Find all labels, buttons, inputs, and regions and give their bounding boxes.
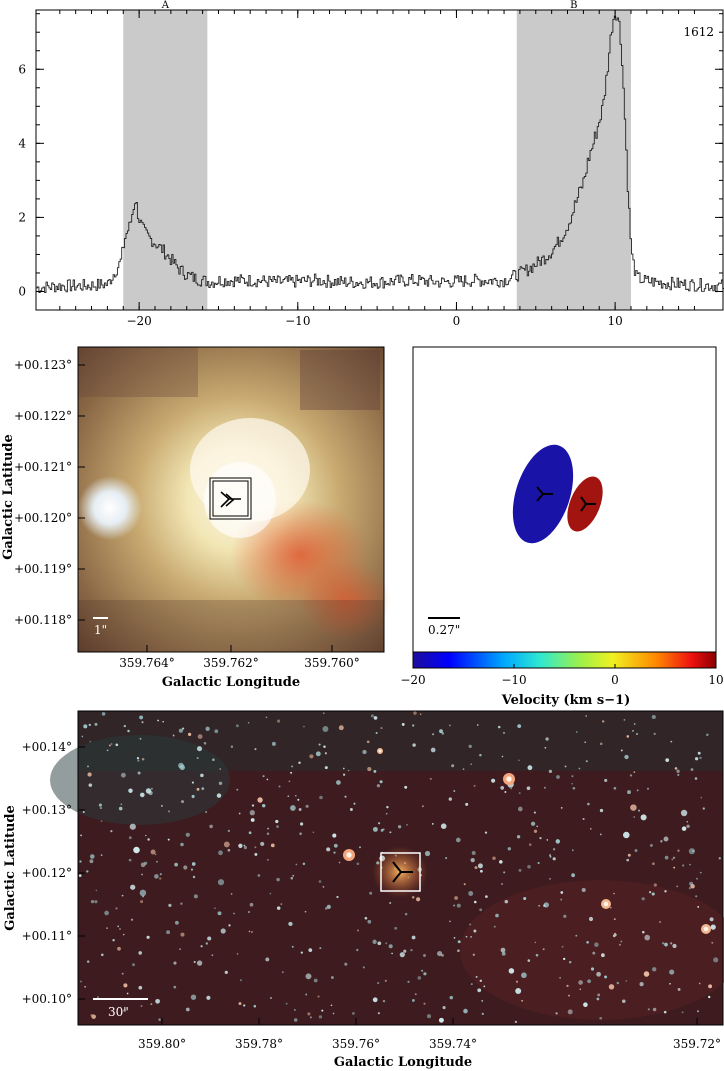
field-stars: [78, 711, 721, 1024]
field-ylabel: Galactic Latitude: [3, 805, 18, 931]
velocity-scale-label: 0.27": [428, 623, 460, 637]
field-xtick-label: 359.76°: [332, 1037, 380, 1051]
field-ytick-label: +00.13°: [22, 803, 72, 817]
spectrum-xtick-label: −20: [126, 314, 151, 328]
zoom-panel: 1" 359.764° 359.762° 359.760° +00.123° +00.1…: [1, 346, 390, 690]
zoom-ytick-label: +00.120°: [14, 511, 72, 525]
spectrum-series-line: [36, 15, 724, 294]
zoom-ytick-label: +00.121°: [14, 460, 72, 474]
zoom-ytick-label: +00.118°: [14, 613, 72, 627]
spectrum-xtick-label: −10: [285, 314, 310, 328]
shaded-region-b: [516, 10, 631, 310]
field-xlabel: Galactic Longitude: [334, 1055, 472, 1070]
zoom-xtick-label: 359.764°: [119, 656, 175, 670]
field-xtick-label: 359.72°: [673, 1037, 721, 1051]
colorbar-tick-label: −10: [501, 673, 526, 687]
zoom-xlabel: Galactic Longitude: [162, 675, 300, 690]
colorbar-tick-label: 0: [611, 673, 619, 687]
zoom-scale-label: 1": [94, 623, 107, 637]
spectrum-xtick-label: 10: [607, 314, 622, 328]
spectrum-ytick-label: 6: [18, 62, 26, 76]
spectrum-ytick-label: 2: [18, 210, 26, 224]
zoom-ytick-label: +00.122°: [14, 409, 72, 423]
velocity-colorbar: [412, 651, 717, 669]
field-xtick-label: 359.78°: [235, 1037, 283, 1051]
zoom-xtick-label: 359.762°: [203, 656, 259, 670]
field-xtick-label: 359.74°: [429, 1037, 477, 1051]
colorbar-label: Velocity (km s−1): [501, 693, 631, 708]
field-xtick-label: 359.80°: [138, 1037, 186, 1051]
region-label: A: [161, 0, 170, 11]
velocity-panel: 0.27" −20 −10 0 10 Velocity (km s−1): [400, 346, 724, 708]
zoom-axes: 359.764° 359.762° 359.760° +00.123° +00.122°…: [14, 358, 360, 670]
maser-marker-icon: [392, 861, 413, 883]
spectrum-label: 1612: [683, 25, 714, 39]
maser-marker-icon: [220, 491, 241, 508]
colorbar-tick-label: 10: [708, 673, 723, 687]
source-box: [209, 477, 252, 520]
zoom-ytick-label: +00.119°: [14, 562, 72, 576]
field-ytick-label: +00.10°: [22, 992, 72, 1006]
field-ytick-label: +00.14°: [22, 740, 72, 754]
zoom-xtick-label: 359.760°: [304, 656, 360, 670]
maser-marker-icon: [536, 486, 596, 512]
field-axes: 359.80° 359.78° 359.76° 359.74° 359.72° +00.1…: [22, 740, 721, 1051]
shaded-region-a: [123, 10, 208, 310]
field-ytick-label: +00.11°: [22, 929, 72, 943]
spectrum-ytick-label: 0: [18, 284, 26, 298]
field-panel: 30" 359.80° 359.78° 359.76° 359.74° 359.72° +…: [3, 710, 724, 1070]
region-label: B: [570, 0, 577, 11]
field-scale-label: 30": [108, 1005, 129, 1019]
zoom-ytick-label: +00.123°: [14, 358, 72, 372]
zoom-ylabel: Galactic Latitude: [1, 434, 16, 560]
spectrum-ytick-label: 4: [18, 136, 26, 150]
field-ytick-label: +00.12°: [22, 866, 72, 880]
colorbar-axes: −20 −10 0 10: [400, 664, 724, 687]
colorbar-tick-label: −20: [400, 673, 425, 687]
field-source-box: [380, 852, 421, 892]
spectrum-axes: −20 −10 0 10 0 2 4 6: [18, 10, 723, 328]
spectrum-frame: [35, 9, 724, 311]
spectrum-xtick-label: 0: [453, 314, 461, 328]
